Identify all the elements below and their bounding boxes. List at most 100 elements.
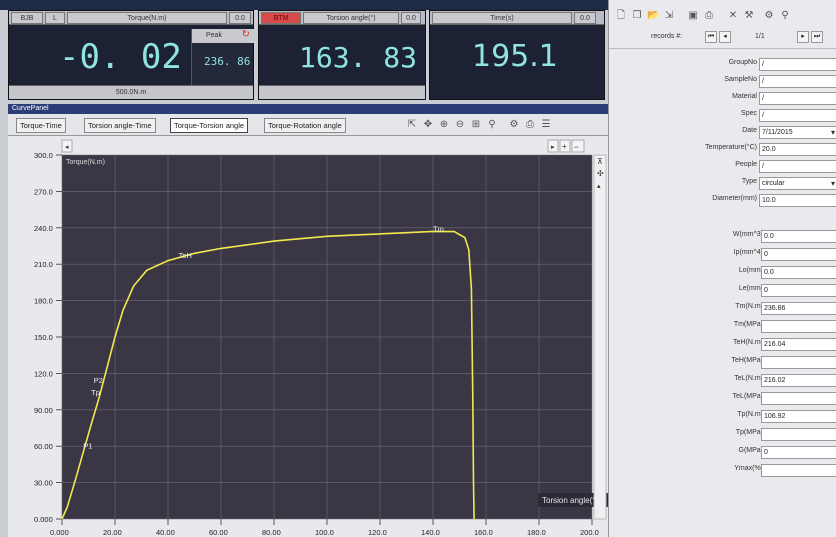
field-label: Tp(MPa) <box>735 429 763 436</box>
angle-value: 163. 83 <box>299 41 418 74</box>
y-tick-label: 240.0 <box>34 224 53 233</box>
field-input[interactable] <box>761 428 836 441</box>
field-row-tp-n-m-: Tp(N.m) 106.92 <box>609 410 836 423</box>
field-label: Le(mm) <box>738 285 763 292</box>
export-icon[interactable]: ⇲ <box>664 10 674 21</box>
zoom-box-icon[interactable]: ⊞ <box>471 119 481 130</box>
y-tick-label: 180.0 <box>34 297 53 306</box>
field-input[interactable]: 0 <box>761 248 836 261</box>
field-input[interactable]: / <box>759 58 836 71</box>
scroll-top-icon[interactable]: ⊼ <box>597 157 603 166</box>
tool-icon[interactable]: ⚒ <box>744 10 754 21</box>
prev-record-button[interactable]: ◂ <box>719 31 731 43</box>
first-record-button[interactable]: ⏮ <box>705 31 717 43</box>
close-icon[interactable]: ✕ <box>728 10 738 21</box>
search-icon[interactable]: ⚲ <box>781 10 789 21</box>
chart-vertical-scrollbar[interactable] <box>593 154 607 520</box>
field-input[interactable] <box>761 464 836 477</box>
settings-icon[interactable]: ⚙ <box>764 10 774 21</box>
y-ticks: 0.000 30.00 60.00 90.00 120.0 150.0 180.0 210.0… <box>34 151 62 524</box>
y-tick-label: 30.00 <box>34 479 53 488</box>
print-icon[interactable]: ⎙ <box>526 119 534 130</box>
field-row-type: Type circular <box>609 177 836 190</box>
x-tick-label: 120.0 <box>368 528 387 537</box>
field-input[interactable]: 216.02 <box>761 374 836 387</box>
tab-torque-rotation[interactable]: Torque-Rotation angle <box>264 118 346 133</box>
annotation-tp: Tp <box>91 388 100 397</box>
field-row-teh-mpa-: TeH(MPa) <box>609 356 836 369</box>
chart-add-button[interactable] <box>559 139 571 153</box>
y-tick-label: 120.0 <box>34 369 53 378</box>
zoom-reset-icon[interactable]: ⚲ <box>488 119 496 130</box>
zoom-in-icon[interactable]: ⊕ <box>439 119 449 130</box>
torque-cell-1[interactable]: BJB <box>11 11 43 24</box>
x-axis-label-box <box>538 493 608 507</box>
field-input[interactable]: 0 <box>761 284 836 297</box>
field-input[interactable] <box>761 320 836 333</box>
field-label: Tm(MPa) <box>733 321 763 328</box>
tab-angle-time[interactable]: Torsion angle-Time <box>84 118 156 133</box>
tab-torque-angle[interactable]: Torque-Torsion angle <box>170 118 249 133</box>
field-input[interactable]: 0.0 <box>761 230 836 243</box>
field-label: TeH(N.m) <box>733 339 763 346</box>
last-record-button[interactable]: ⏭ <box>811 31 823 43</box>
field-label: G(MPa) <box>738 447 764 454</box>
field-row-tel-n-m-: TeL(N.m) 216.02 <box>609 374 836 387</box>
print-icon[interactable]: ⎙ <box>705 10 713 21</box>
chart-scroll-right-button[interactable] <box>547 139 559 153</box>
grid <box>61 154 593 520</box>
pointer-icon[interactable]: ⇱ <box>407 119 417 130</box>
scroll-up-icon[interactable]: ▴ <box>597 183 601 190</box>
angle-mode[interactable]: BTM <box>261 11 301 24</box>
time-title: Time(s) <box>432 11 572 24</box>
field-input[interactable] <box>761 356 836 369</box>
reset-peak-icon[interactable]: ↻ <box>241 29 250 40</box>
field-row-lo-mm-: Lo(mm) 0.0 <box>609 266 836 279</box>
torque-cell-2[interactable]: L <box>45 11 65 24</box>
field-input[interactable]: 216.04 <box>761 338 836 351</box>
next-record-button[interactable]: ▸ <box>797 31 809 43</box>
field-input[interactable]: 20.0 <box>759 143 836 156</box>
settings-icon[interactable]: ⚙ <box>509 119 519 130</box>
x-tick-label: 140.0 <box>421 528 440 537</box>
x-tick-label: 100.0 <box>315 528 334 537</box>
torque-angle-chart[interactable]: 0.000 30.00 60.00 90.00 120.0 150.0 180.0 210.0… <box>8 136 608 537</box>
scroll-center-icon[interactable]: ✣ <box>597 169 604 178</box>
field-label: Date <box>742 127 757 134</box>
pan-icon[interactable]: ✥ <box>423 119 433 130</box>
zoom-out-icon[interactable]: ⊖ <box>455 119 465 130</box>
field-input[interactable]: circular <box>759 177 836 190</box>
y-tick-label: 60.00 <box>34 442 53 451</box>
save-icon[interactable]: ▣ <box>688 10 698 21</box>
field-input[interactable]: 0.0 <box>761 266 836 279</box>
field-input[interactable]: / <box>759 109 836 122</box>
new-icon[interactable]: 🗋 <box>616 10 626 21</box>
record-navigator: records #: ⏮ ◂ 1/1 ▸ ⏭ <box>609 28 836 46</box>
field-label: TeL(MPa) <box>732 393 763 400</box>
chart-fit-button[interactable] <box>571 139 585 153</box>
copy-icon[interactable]: ❐ <box>632 10 642 21</box>
field-input[interactable]: 0 <box>761 446 836 459</box>
torque-value: -0. 02 <box>59 37 182 77</box>
field-input[interactable]: 236.86 <box>761 302 836 315</box>
field-label: GroupNo <box>728 59 757 66</box>
field-input[interactable]: 10.0 <box>759 194 836 207</box>
y-tick-label: 270.0 <box>34 187 53 196</box>
peak-value: 236. 86 <box>204 55 251 68</box>
time-header: Time(s) 0.0 <box>430 11 604 25</box>
field-row-g-mpa-: G(MPa) 0 <box>609 446 836 459</box>
field-row-tel-mpa-: TeL(MPa) <box>609 392 836 405</box>
open-icon[interactable]: 📂 <box>647 10 660 21</box>
field-input[interactable]: 7/11/2015 <box>759 126 836 139</box>
field-input[interactable]: / <box>759 75 836 88</box>
field-input[interactable]: / <box>759 92 836 105</box>
tab-torque-time[interactable]: Torque-Time <box>16 118 66 133</box>
table-icon[interactable]: ☰ <box>541 119 551 130</box>
chart-scroll-left-button[interactable] <box>61 139 73 153</box>
field-row-w-mm-3-: W(mm^3) 0.0 <box>609 230 836 243</box>
field-row-date: Date 7/11/2015 <box>609 126 836 139</box>
field-input[interactable]: 106.92 <box>761 410 836 423</box>
field-input[interactable]: / <box>759 160 836 173</box>
field-input[interactable] <box>761 392 836 405</box>
y-tick-label: 90.00 <box>34 406 53 415</box>
